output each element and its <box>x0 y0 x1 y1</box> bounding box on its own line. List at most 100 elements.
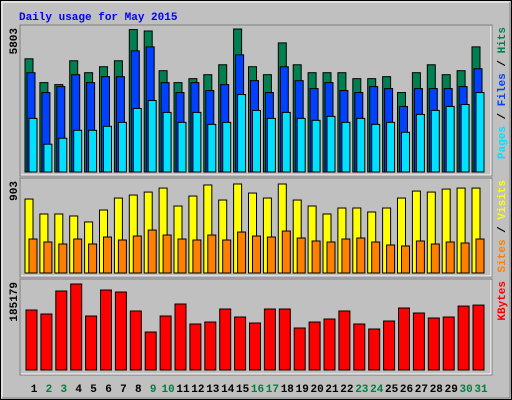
bar <box>129 310 142 371</box>
bar <box>278 308 291 371</box>
x-tick-label: 30 <box>459 384 472 396</box>
bar <box>338 310 351 371</box>
x-tick-label: 22 <box>340 384 353 396</box>
bar <box>114 291 127 371</box>
x-tick-label: 6 <box>105 384 112 396</box>
x-tick-label: 5 <box>90 384 97 396</box>
bar <box>73 129 83 173</box>
bar <box>341 238 351 274</box>
bar <box>237 94 247 173</box>
bar <box>189 323 202 371</box>
bar <box>43 143 53 173</box>
bar <box>427 317 440 371</box>
bar <box>58 137 68 173</box>
chart-title: Daily usage for May 2015 <box>19 12 178 24</box>
bar <box>132 235 142 274</box>
bar <box>415 113 425 173</box>
legend-entry: Hits <box>497 27 509 53</box>
x-tick-label: 31 <box>474 384 488 396</box>
legend-separator: / <box>497 53 509 73</box>
bar <box>311 240 321 274</box>
legend-separator: / <box>497 220 509 240</box>
bar <box>401 131 410 173</box>
legend-entry: KBytes <box>497 281 509 321</box>
x-tick-label: 29 <box>445 384 458 396</box>
bar <box>457 305 470 371</box>
bar <box>353 323 366 371</box>
x-tick-label: 10 <box>161 384 174 396</box>
x-tick-label: 25 <box>385 384 399 396</box>
x-tick-label: 7 <box>120 384 127 396</box>
bar <box>281 111 291 173</box>
x-tick-label: 14 <box>221 384 235 396</box>
bar <box>159 315 172 371</box>
bar <box>293 327 306 371</box>
x-tick-label: 24 <box>370 384 384 396</box>
bar <box>415 240 425 274</box>
x-tick-label: 4 <box>75 384 82 396</box>
legend-separator: / <box>497 106 509 126</box>
bar <box>234 316 247 371</box>
bar <box>192 239 202 274</box>
x-tick-label: 17 <box>266 384 279 396</box>
bar <box>103 125 112 173</box>
x-tick-label: 12 <box>191 384 204 396</box>
legend: Pages / Files / Hits <box>497 27 509 159</box>
bar <box>204 321 217 371</box>
y-max-label: 5803 <box>9 28 21 55</box>
bar <box>25 309 38 371</box>
bar <box>386 121 396 173</box>
bar <box>43 241 53 274</box>
bar <box>326 241 336 274</box>
bar <box>58 243 68 274</box>
legend: Sites / Visits <box>497 180 509 272</box>
bar <box>40 313 53 371</box>
bar <box>132 107 142 173</box>
bar <box>371 241 381 274</box>
bar <box>371 123 381 173</box>
bar <box>356 117 366 173</box>
bar <box>103 236 112 274</box>
panel-bevel <box>21 26 492 176</box>
bar <box>100 289 112 371</box>
bar <box>207 123 217 173</box>
bar <box>386 244 396 274</box>
bar <box>311 119 321 173</box>
bar <box>28 117 38 173</box>
bar <box>252 235 261 274</box>
bar <box>237 231 247 274</box>
bar <box>88 129 98 173</box>
bar <box>398 307 410 371</box>
bar <box>144 331 157 371</box>
bar <box>117 121 127 173</box>
x-tick-label: 15 <box>236 384 250 396</box>
x-tick-label: 27 <box>415 384 428 396</box>
bar <box>162 234 172 274</box>
bar <box>266 117 276 173</box>
bar <box>174 303 187 371</box>
bar <box>266 236 276 274</box>
bar <box>296 117 306 173</box>
bar <box>117 239 127 274</box>
bar <box>341 121 351 173</box>
bar <box>177 238 187 274</box>
bar <box>383 320 396 371</box>
bar <box>28 238 38 274</box>
bar <box>472 304 485 371</box>
x-tick-label: 3 <box>60 384 67 396</box>
x-tick-label: 21 <box>325 384 339 396</box>
bar <box>430 243 440 274</box>
x-tick-label: 13 <box>206 384 220 396</box>
bar <box>162 111 172 173</box>
bar <box>73 238 83 274</box>
bar <box>147 229 157 274</box>
x-tick-label: 23 <box>355 384 369 396</box>
x-tick-label: 11 <box>176 384 190 396</box>
bar <box>88 243 98 274</box>
bar <box>222 121 232 173</box>
bar <box>460 242 470 274</box>
bar <box>430 109 440 173</box>
